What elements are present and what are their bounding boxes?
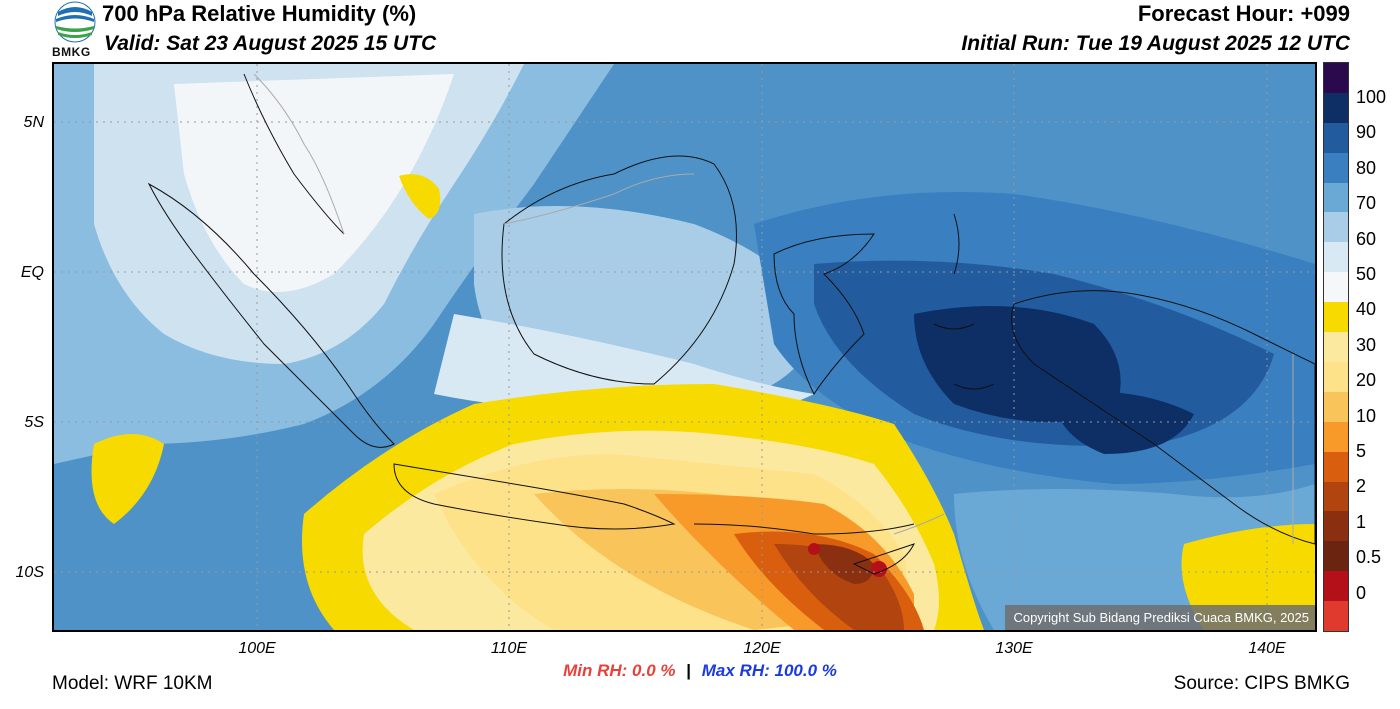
colorbar-segment <box>1324 272 1348 303</box>
colorbar-segment <box>1324 541 1348 572</box>
rh-stats: Min RH: 0.0 % | Max RH: 100.0 % <box>0 661 1400 681</box>
colorbar-segment <box>1324 481 1348 512</box>
copyright-notice: Copyright Sub Bidang Prediksi Cuaca BMKG… <box>1005 605 1315 630</box>
colorbar-segment <box>1324 302 1348 333</box>
max-rh-value: 100.0 % <box>774 661 837 680</box>
colorbar-segment <box>1324 122 1348 154</box>
colorbar-label: 80 <box>1356 157 1377 178</box>
colorbar-label: 30 <box>1356 334 1377 355</box>
colorbar-segment <box>1324 242 1348 273</box>
model-label: Model: WRF 10KM <box>52 673 213 694</box>
colorbar-segment <box>1324 391 1348 423</box>
colorbar-segment <box>1324 421 1348 453</box>
lat-label-5n: 5N <box>23 114 44 131</box>
colorbar-segment <box>1324 511 1348 542</box>
colorbar-segment <box>1324 601 1348 632</box>
humidity-map[interactable]: Copyright Sub Bidang Prediksi Cuaca BMKG… <box>52 62 1317 632</box>
lat-label-eq: EQ <box>20 264 44 281</box>
colorbar-segment <box>1324 451 1348 483</box>
colorbar-label: 40 <box>1356 299 1377 320</box>
min-rh-label: Min RH: <box>563 661 628 680</box>
valid-time: Valid: Sat 23 August 2025 15 UTC <box>104 32 437 55</box>
colorbar-label: 0 <box>1356 582 1367 603</box>
lon-label-110e: 110E <box>490 640 528 657</box>
colorbar-label: 20 <box>1356 370 1377 391</box>
lon-label-140e: 140E <box>1248 640 1286 657</box>
colorbar-label: 50 <box>1356 264 1377 284</box>
colorbar-label: 5 <box>1356 441 1367 461</box>
colorbar-segment <box>1324 212 1348 243</box>
colorbar-segment <box>1324 182 1348 213</box>
logo-text: BMKG <box>52 45 91 59</box>
colorbar-segment <box>1324 152 1348 184</box>
lon-label-130e: 130E <box>995 640 1033 657</box>
initial-run: Initial Run: Tue 19 August 2025 12 UTC <box>961 32 1350 55</box>
colorbar-label: 2 <box>1356 476 1367 497</box>
humidity-field <box>54 64 1315 630</box>
colorbar-segment <box>1324 361 1348 393</box>
colorbar-segment <box>1324 92 1348 124</box>
colorbar-segment <box>1324 332 1348 363</box>
colorbar-label: 1 <box>1356 511 1367 532</box>
colorbar-label: 100 <box>1356 87 1387 107</box>
lon-label-120e: 120E <box>743 640 781 657</box>
colorbar-label: 0.5 <box>1356 547 1382 568</box>
stats-separator: | <box>686 661 692 680</box>
min-rh-value: 0.0 % <box>632 661 676 680</box>
source-label: Source: CIPS BMKG <box>1173 673 1350 694</box>
map-title: 700 hPa Relative Humidity (%) <box>102 1 417 26</box>
colorbar-segment <box>1324 63 1348 94</box>
lat-label-10s: 10S <box>15 564 44 581</box>
max-rh-label: Max RH: <box>701 661 770 680</box>
bmkg-logo <box>50 0 100 60</box>
forecast-hour: Forecast Hour: +099 <box>1137 1 1350 26</box>
colorbar-segment <box>1324 571 1348 602</box>
colorbar-label: 90 <box>1356 122 1377 143</box>
colorbar-label: 10 <box>1356 405 1377 426</box>
colorbar <box>1323 62 1349 632</box>
colorbar-label: 70 <box>1356 193 1377 214</box>
lat-label-5s: 5S <box>24 414 44 431</box>
lon-label-100e: 100E <box>238 640 276 657</box>
colorbar-label: 60 <box>1356 228 1377 249</box>
